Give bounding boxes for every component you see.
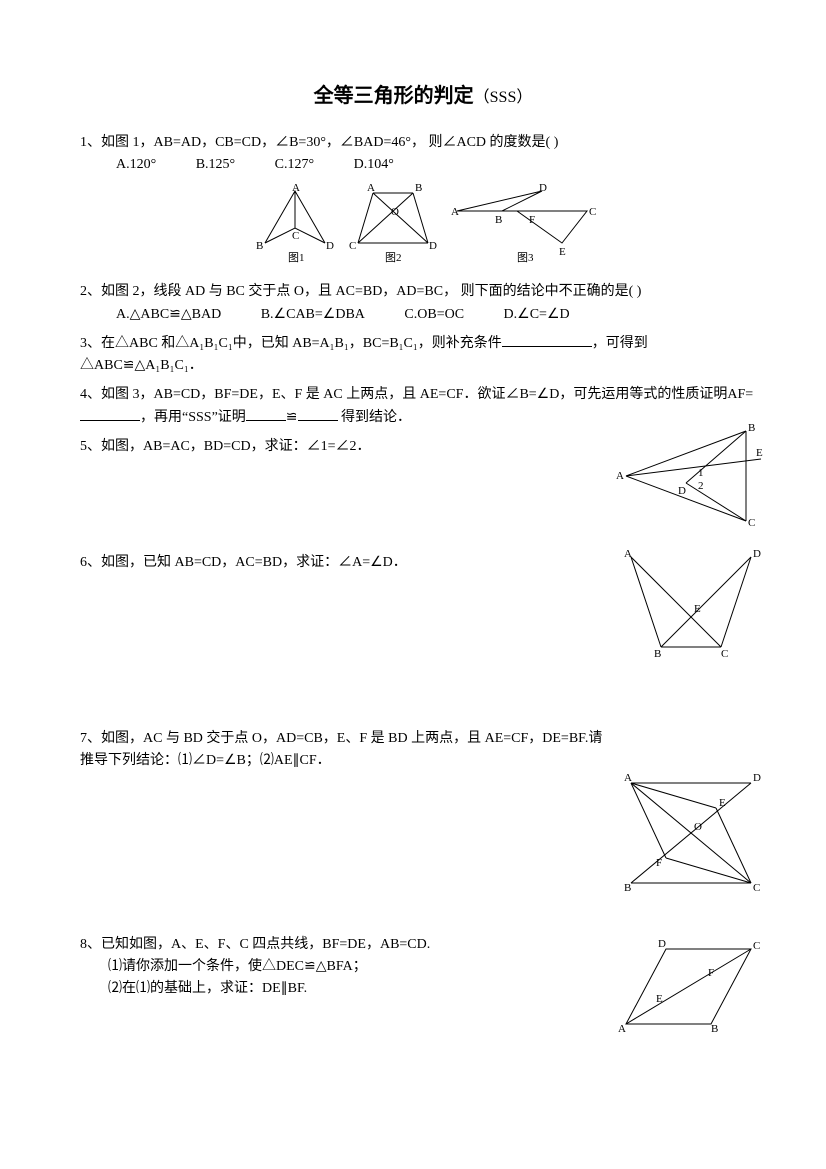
q3-num: 3、 [80, 336, 101, 351]
svg-text:图1: 图1 [288, 251, 305, 263]
q4-blank-3 [298, 406, 338, 421]
svg-text:图3: 图3 [517, 251, 534, 263]
svg-text:C: C [589, 206, 596, 218]
title-sub: （SSS） [474, 89, 533, 106]
figure-q7: A B C D E F O [616, 768, 766, 898]
svg-text:B: B [748, 422, 755, 434]
figure-q5: A B C D E 1 2 [616, 421, 766, 531]
q2-optD: D.∠C=∠D [504, 304, 570, 326]
svg-text:D: D [753, 548, 761, 560]
question-2: 2、如图 2，线段 AD 与 BC 交于点 O，且 AC=BD，AD=BC， 则… [80, 281, 766, 326]
q1-text: 如图 1，AB=AD，CB=CD，∠B=30°，∠BAD=46°， 则∠ACD … [101, 135, 558, 150]
figure-1: A B C D 图1 [250, 183, 340, 263]
svg-text:E: E [694, 603, 701, 615]
q5-num: 5、 [80, 439, 101, 454]
svg-text:E: E [656, 993, 663, 1005]
svg-text:C: C [753, 882, 760, 894]
svg-text:O: O [694, 821, 702, 833]
question-1: 1、如图 1，AB=AD，CB=CD，∠B=30°，∠BAD=46°， 则∠AC… [80, 132, 766, 177]
svg-text:D: D [678, 485, 686, 497]
q4-blank-2 [246, 406, 286, 421]
q1-optD: D.104° [354, 154, 394, 176]
q4-num: 4、 [80, 387, 101, 402]
q2-optA: A.△ABC≌△BAD [116, 304, 221, 326]
q6-num: 6、 [80, 555, 101, 570]
question-3: 3、在△ABC 和△A₁B₁C₁中，已知 AB=A₁B₁，BC=B₁C₁，则补充… [80, 332, 766, 378]
svg-text:A: A [292, 183, 300, 194]
svg-text:E: E [756, 447, 763, 459]
q2-optB: B.∠CAB=∠DBA [261, 304, 365, 326]
svg-text:B: B [415, 183, 422, 194]
q1-optB: B.125° [196, 154, 235, 176]
svg-text:A: A [616, 470, 624, 482]
q8-text-a: 已知如图，A、E、F、C 四点共线，BF=DE，AB=CD. [101, 937, 430, 952]
question-8: 8、已知如图，A、E、F、C 四点共线，BF=DE，AB=CD. ⑴请你添加一个… [80, 934, 766, 1054]
q5-text: 如图，AB=AC，BD=CD，求证：∠1=∠2． [101, 439, 370, 454]
figure-q8: A B C D E F [616, 934, 766, 1034]
svg-text:A: A [618, 1023, 626, 1034]
q8-num: 8、 [80, 937, 101, 952]
q2-options: A.△ABC≌△BAD B.∠CAB=∠DBA C.OB=OC D.∠C=∠D [80, 304, 766, 326]
svg-text:E: E [719, 797, 726, 809]
q4-text-c: ≌ [286, 410, 298, 425]
svg-text:C: C [349, 240, 356, 252]
svg-text:C: C [753, 940, 760, 952]
q3-text-a: 在△ABC 和△A₁B₁C₁中，已知 AB=A₁B₁，BC=B₁C₁，则补充条件 [101, 336, 502, 351]
svg-text:E: E [559, 246, 566, 258]
page-title: 全等三角形的判定（SSS） [80, 80, 766, 112]
svg-text:2: 2 [698, 480, 704, 492]
svg-text:F: F [708, 967, 714, 979]
q1-num: 1、 [80, 135, 101, 150]
svg-text:A: A [624, 772, 632, 784]
q6-text: 如图，已知 AB=CD，AC=BD，求证：∠A=∠D． [101, 555, 407, 570]
q1-options: A.120° B.125° C.127° D.104° [80, 154, 766, 176]
svg-text:B: B [495, 214, 502, 226]
svg-text:O: O [391, 206, 399, 218]
svg-text:C: C [292, 230, 299, 242]
q1-optC: C.127° [275, 154, 314, 176]
q7-text: 如图，AC 与 BD 交于点 O，AD=CB，E、F 是 BD 上两点，且 AE… [80, 731, 602, 768]
svg-text:F: F [656, 857, 662, 869]
figure-3: A B C D E F 图3 [447, 183, 597, 263]
svg-text:1: 1 [698, 467, 704, 479]
svg-text:B: B [256, 240, 263, 252]
figure-row: A B C D 图1 A B C D O 图2 A B C D E F 图3 [80, 183, 766, 271]
q2-text: 如图 2，线段 AD 与 BC 交于点 O，且 AC=BD，AD=BC， 则下面… [101, 284, 641, 299]
q7-num: 7、 [80, 731, 101, 746]
svg-text:A: A [367, 183, 375, 194]
q2-optC: C.OB=OC [404, 304, 464, 326]
svg-text:D: D [429, 240, 437, 252]
svg-text:B: B [711, 1023, 718, 1034]
q4-blank-1 [80, 406, 140, 421]
question-7: 7、如图，AC 与 BD 交于点 O，AD=CB，E、F 是 BD 上两点，且 … [80, 728, 766, 868]
svg-text:C: C [748, 517, 755, 529]
question-6: 6、如图，已知 AB=CD，AC=BD，求证：∠A=∠D． A B C D E [80, 552, 766, 662]
svg-text:A: A [624, 548, 632, 560]
question-5: 5、如图，AB=AC，BD=CD，求证：∠1=∠2． A B C D E 1 2 [80, 436, 766, 546]
svg-text:B: B [654, 648, 661, 657]
svg-text:C: C [721, 648, 728, 657]
q4-text-d: 得到结论． [338, 410, 412, 425]
q3-blank [502, 332, 592, 347]
svg-text:图2: 图2 [385, 251, 402, 263]
q4-text-b: ，再用“SSS”证明 [140, 410, 246, 425]
title-main: 全等三角形的判定 [314, 85, 474, 107]
q4-text-a: 如图 3，AB=CD，BF=DE，E、F 是 AC 上两点，且 AE=CF．欲证… [101, 387, 753, 402]
svg-text:D: D [326, 240, 334, 252]
svg-text:B: B [624, 882, 631, 894]
figure-q6: A B C D E [616, 547, 766, 657]
figure-2: A B C D O 图2 [343, 183, 443, 263]
q1-optA: A.120° [116, 154, 156, 176]
q8-sub2: ⑵在⑴的基础上，求证：DE∥BF. [80, 978, 606, 1000]
q8-sub1: ⑴请你添加一个条件，使△DEC≌△BFA； [80, 956, 606, 978]
svg-text:A: A [451, 206, 459, 218]
svg-text:D: D [753, 772, 761, 784]
svg-text:D: D [658, 938, 666, 950]
svg-text:F: F [529, 214, 535, 226]
q2-num: 2、 [80, 284, 101, 299]
svg-text:D: D [539, 183, 547, 194]
